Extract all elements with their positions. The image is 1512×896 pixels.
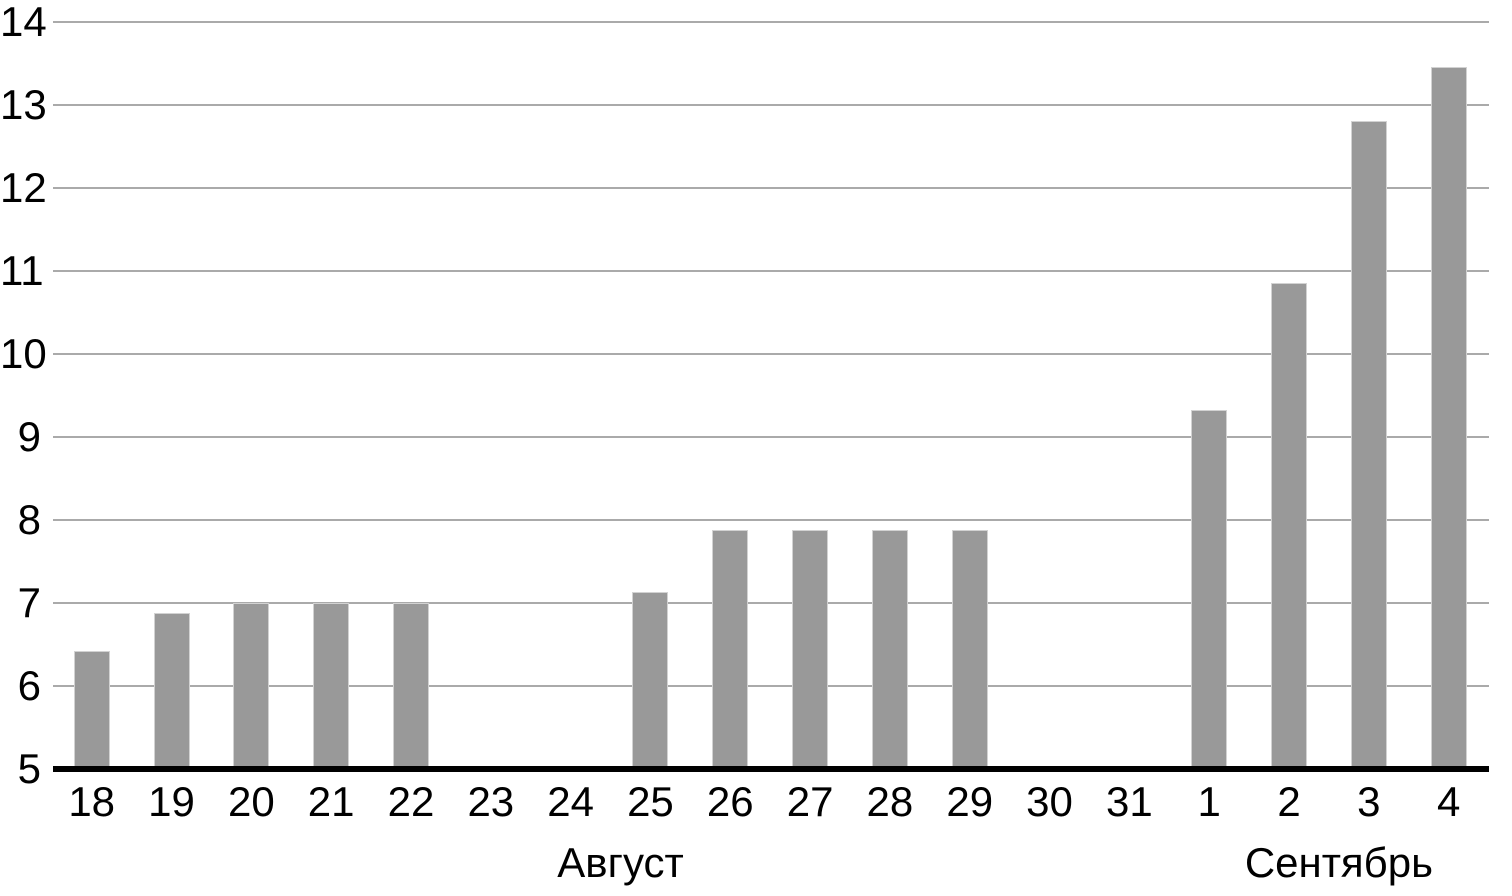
- x-tick-label-31: 31: [1106, 778, 1153, 825]
- bar-day-22: [392, 603, 429, 770]
- bar-day-28: [871, 530, 908, 770]
- bar-day-3: [1350, 120, 1387, 770]
- bar-day-21: [313, 603, 350, 770]
- y-tick-label-12: 12: [0, 164, 47, 212]
- gridline-10: [53, 353, 1489, 356]
- gridline-12: [53, 187, 1489, 190]
- y-tick-label-8: 8: [17, 496, 41, 544]
- x-tick-label-21: 21: [307, 778, 355, 825]
- bar-day-27: [792, 530, 829, 770]
- x-tick-label-28: 28: [866, 778, 914, 825]
- x-tick-label-2: 2: [1277, 778, 1301, 825]
- x-tick-label-26: 26: [706, 778, 754, 825]
- y-tick-label-11: 11: [0, 247, 44, 295]
- x-tick-label-1: 1: [1197, 778, 1221, 825]
- bar-day-20: [233, 603, 270, 770]
- x-tick-label-18: 18: [68, 778, 116, 825]
- x-tick-label-22: 22: [387, 778, 435, 825]
- month-label-1: Сентябрь: [1244, 839, 1433, 886]
- y-tick-label-5: 5: [17, 745, 41, 793]
- bar-day-26: [712, 530, 749, 770]
- gridline-11: [53, 270, 1489, 273]
- x-tick-label-20: 20: [227, 778, 275, 825]
- x-tick-label-19: 19: [148, 778, 195, 825]
- bar-day-1: [1191, 409, 1228, 770]
- y-tick-label-14: 14: [0, 0, 47, 45]
- bar-day-4: [1430, 66, 1467, 770]
- gridline-13: [53, 104, 1489, 106]
- bar-day-19: [153, 613, 190, 770]
- y-tick-label-13: 13: [0, 81, 47, 128]
- x-tick-label-23: 23: [467, 778, 515, 825]
- x-tick-label-29: 29: [946, 778, 994, 825]
- bar-day-29: [951, 530, 988, 770]
- y-tick-label-7: 7: [17, 579, 41, 627]
- x-tick-label-4: 4: [1436, 778, 1461, 825]
- x-tick-label-27: 27: [786, 778, 834, 825]
- y-tick-label-9: 9: [17, 413, 41, 461]
- gridline-14: [53, 20, 1489, 23]
- x-tick-label-25: 25: [627, 778, 674, 825]
- gridline-6: [53, 685, 1489, 688]
- x-axis-line: [53, 766, 1489, 772]
- gridline-7: [53, 602, 1489, 605]
- month-label-0: Август: [557, 839, 684, 886]
- bar-day-18: [73, 650, 110, 770]
- bar-day-25: [632, 591, 669, 770]
- y-tick-label-10: 10: [0, 330, 47, 378]
- gridline-8: [53, 519, 1489, 522]
- gridline-9: [53, 436, 1489, 439]
- bar-day-2: [1271, 282, 1307, 770]
- x-tick-label-30: 30: [1026, 778, 1073, 825]
- y-tick-label-6: 6: [17, 662, 41, 710]
- x-tick-label-3: 3: [1357, 778, 1381, 825]
- x-tick-label-24: 24: [547, 778, 594, 825]
